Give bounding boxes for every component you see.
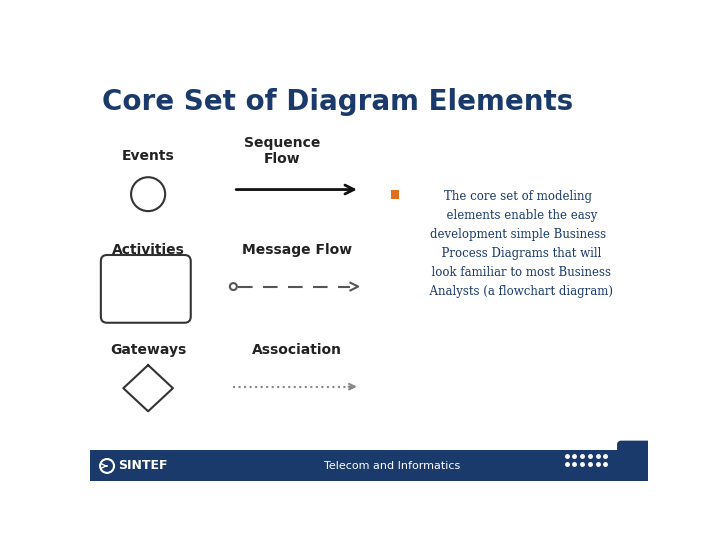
Text: The core set of modeling
  elements enable the easy
development simple Business
: The core set of modeling elements enable… bbox=[423, 190, 613, 298]
Text: Sequence
Flow: Sequence Flow bbox=[244, 136, 320, 166]
Text: Activities: Activities bbox=[112, 242, 184, 256]
Text: Telecom and Informatics: Telecom and Informatics bbox=[324, 461, 460, 471]
FancyBboxPatch shape bbox=[101, 255, 191, 323]
FancyBboxPatch shape bbox=[618, 441, 651, 486]
Bar bbox=[391, 190, 399, 199]
Text: SINTEF: SINTEF bbox=[118, 460, 167, 472]
Text: Gateways: Gateways bbox=[110, 343, 186, 357]
Bar bbox=[90, 450, 648, 482]
Text: Events: Events bbox=[122, 148, 174, 163]
Text: Core Set of Diagram Elements: Core Set of Diagram Elements bbox=[102, 88, 573, 116]
Text: Message Flow: Message Flow bbox=[242, 242, 352, 256]
Text: Association: Association bbox=[252, 343, 342, 357]
